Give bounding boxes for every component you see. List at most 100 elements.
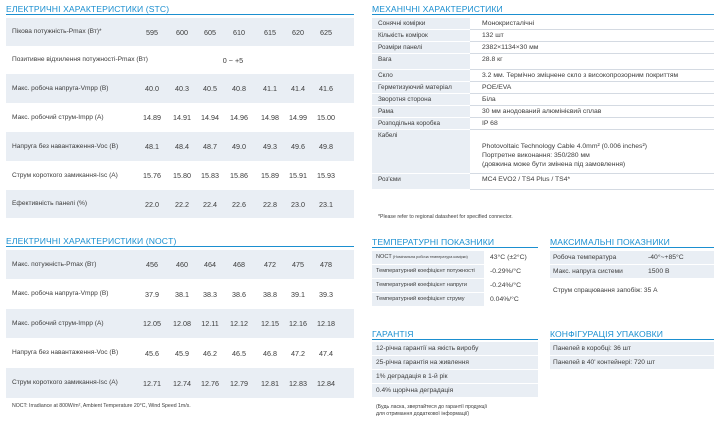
warranty-note-1: (Будь ласка, звертайтеся до гарантії про… bbox=[376, 404, 488, 410]
mech-row-label: Герметизуючий матеріал bbox=[378, 84, 452, 91]
mech-row-value: 28.8 кг bbox=[482, 56, 503, 63]
mech-row-divider bbox=[470, 129, 714, 130]
warranty-row: 12-річна гарантії на якість виробу bbox=[376, 345, 479, 352]
mech-row-value: 132 шт bbox=[482, 32, 504, 39]
noct-row-value: 12.16 bbox=[289, 319, 307, 328]
stc-row-value: 15.86 bbox=[230, 171, 248, 180]
temp-row-value: 43°C (±2°C) bbox=[490, 254, 527, 261]
noct-row-value: 38.8 bbox=[263, 289, 277, 299]
noct-row-label: Макс. потужність-Pmax (Вт) bbox=[12, 260, 97, 268]
temp-row-label-bg bbox=[372, 251, 484, 264]
mech-row-value-2: Портретне виконання: 350/280 мм bbox=[482, 152, 590, 159]
mech-row-label-bg bbox=[372, 106, 470, 117]
noct-row-value: 38.1 bbox=[175, 289, 189, 299]
stc-row-value: 14.91 bbox=[173, 113, 191, 122]
temp-row-value: 0.04%/°C bbox=[490, 296, 519, 303]
mech-row-label-bg bbox=[372, 30, 470, 41]
noct-row-value: 12.05 bbox=[143, 319, 161, 328]
mech-title-rule bbox=[372, 14, 714, 15]
temp-row-label: Температурний коефіцієнт напруги bbox=[376, 282, 467, 288]
stc-row-value: 40.3 bbox=[175, 84, 189, 93]
warranty-row-bg bbox=[372, 384, 538, 397]
stc-row-label: Напруга без навантаження-Voc (В) bbox=[12, 142, 119, 150]
temp-row-label: Температурний коефіцієнт струму bbox=[376, 296, 465, 302]
noct-row-value: 45.6 bbox=[145, 348, 159, 358]
noct-row-value: 46.5 bbox=[232, 348, 246, 358]
max-title: МАКСИМАЛЬНІ ПОКАЗНИКИ bbox=[550, 237, 670, 247]
stc-row-value: 49.3 bbox=[263, 142, 277, 151]
noct-row-value: 12.11 bbox=[201, 319, 219, 328]
mech-row-value: Біла bbox=[482, 96, 496, 103]
mech-row-value: POE/EVA bbox=[482, 84, 512, 91]
stc-row-value: 14.98 bbox=[261, 113, 279, 122]
stc-row-value: 48.7 bbox=[203, 142, 217, 151]
mech-row-label: Кабелі bbox=[378, 132, 398, 139]
stc-row-value: 22.4 bbox=[203, 199, 217, 209]
noct-row-label: Макс. робоча напруга-Vmpp (В) bbox=[12, 290, 109, 297]
noct-row-bg bbox=[6, 309, 354, 338]
stc-row-value: 40.8 bbox=[232, 84, 246, 93]
mech-row-label-bg bbox=[372, 82, 470, 93]
mech-row-label-bg bbox=[372, 130, 470, 173]
mech-row-label: Розміри панелі bbox=[378, 44, 423, 51]
pack-title-rule bbox=[550, 339, 714, 340]
stc-row-value: 14.94 bbox=[201, 113, 219, 122]
noct-row-value: 456 bbox=[146, 260, 158, 269]
stc-title-rule bbox=[6, 14, 354, 15]
stc-row-label: Струм короткого замикання-Isc (А) bbox=[12, 171, 118, 179]
mech-row-label-bg bbox=[372, 18, 470, 29]
stc-row-value: 23.1 bbox=[319, 199, 333, 209]
pack-row-bg bbox=[550, 342, 714, 355]
temp-row-label-bg bbox=[372, 279, 484, 292]
noct-row-value: 478 bbox=[320, 260, 332, 269]
stc-row-value: 49.0 bbox=[232, 142, 246, 151]
mech-row-divider bbox=[470, 105, 714, 106]
mech-row-label-bg bbox=[372, 54, 470, 69]
stc-row-value: 14.96 bbox=[230, 113, 248, 122]
mech-row-value: Монокристалічні bbox=[482, 20, 535, 27]
warranty-row-bg bbox=[372, 356, 538, 369]
mech-row-label: Розподільна коробка bbox=[378, 120, 441, 127]
noct-row-value: 39.1 bbox=[291, 289, 305, 299]
mech-row-divider bbox=[470, 53, 714, 54]
mech-row-value: MC4 EVO2 / TS4 Plus / TS4* bbox=[482, 176, 571, 183]
stc-row-bg bbox=[6, 190, 354, 218]
temp-row-label: Температурний коефіцієнт потужності bbox=[376, 268, 475, 274]
stc-row-label: Макс. робочий струм-Impp (А) bbox=[12, 113, 104, 121]
noct-row-value: 37.9 bbox=[145, 289, 159, 299]
mech-row-label-bg bbox=[372, 118, 470, 129]
temp-row-label-bg bbox=[372, 293, 484, 306]
stc-row-value: 605 bbox=[204, 27, 216, 37]
noct-row-bg bbox=[6, 250, 354, 279]
stc-row-value: 22.0 bbox=[145, 199, 159, 209]
stc-row-value: 595 bbox=[146, 27, 158, 37]
max-row-label: Макс. напруга системи bbox=[553, 268, 623, 275]
stc-row-value: 15.80 bbox=[173, 171, 191, 180]
noct-row-value: 46.2 bbox=[203, 348, 217, 358]
stc-row-value: 600 bbox=[176, 27, 188, 37]
stc-row-value: 22.8 bbox=[263, 199, 277, 209]
warranty-title-rule bbox=[372, 339, 538, 340]
max-title-rule bbox=[550, 247, 714, 248]
mech-row-divider bbox=[470, 29, 714, 30]
mech-row-label: Рама bbox=[378, 108, 394, 115]
stc-row-label: Ефективність панелі (%) bbox=[12, 200, 88, 207]
stc-row-value: 615 bbox=[264, 27, 276, 37]
stc-row-value: 625 bbox=[320, 27, 332, 37]
mech-row-label: Зворотня сторона bbox=[378, 96, 432, 103]
stc-row-value: 15.83 bbox=[201, 171, 219, 180]
stc-row-merged: 0 ~ +5 bbox=[222, 55, 244, 65]
mech-row-value: 30 мм анодований алюмінієвий сплав bbox=[482, 108, 602, 115]
noct-row-value: 12.15 bbox=[261, 319, 279, 328]
mech-row-value: 2382×1134×30 мм bbox=[482, 44, 539, 51]
stc-row-value: 41.1 bbox=[263, 84, 277, 93]
stc-row-value: 15.91 bbox=[289, 171, 307, 180]
noct-row-value: 38.3 bbox=[203, 289, 217, 299]
noct-row-label: Макс. робочий струм-Impp (А) bbox=[12, 319, 104, 327]
stc-row-value: 14.89 bbox=[143, 113, 161, 122]
stc-row-label: Пікова потужність-Pmax (Вт)* bbox=[12, 28, 102, 35]
noct-row-bg bbox=[6, 368, 354, 398]
mech-row-divider bbox=[470, 41, 714, 42]
warranty-row: 25-річна гарантія на живлення bbox=[376, 359, 469, 366]
stc-row-value: 15.76 bbox=[143, 171, 161, 180]
